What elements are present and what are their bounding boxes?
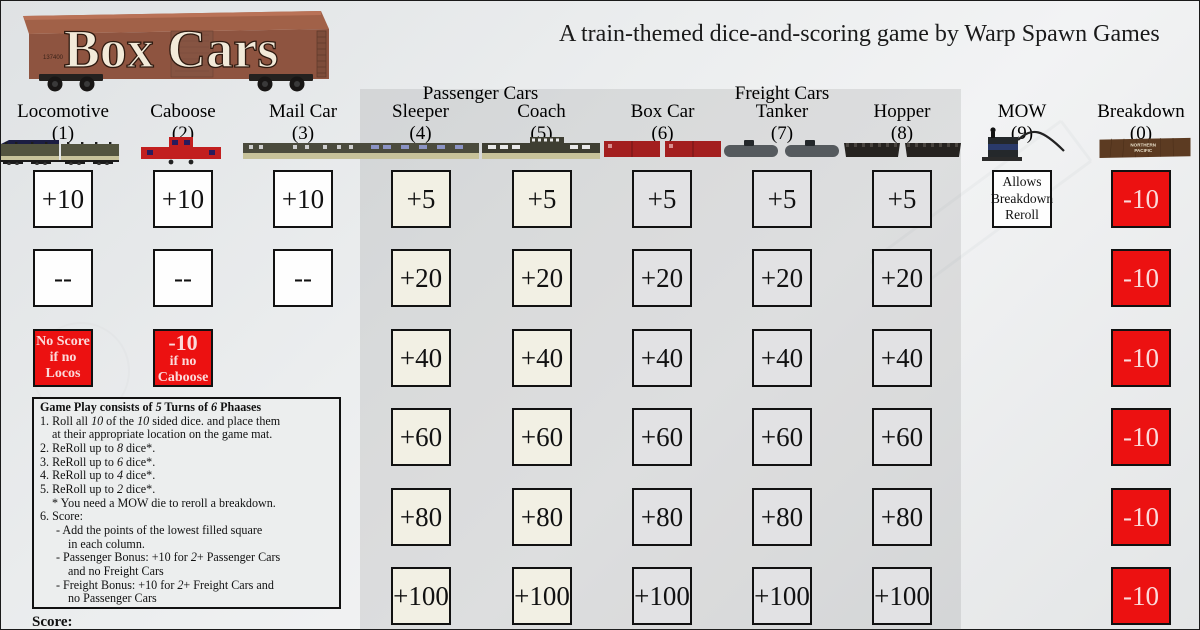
svg-text:137400: 137400 [43,55,64,61]
svg-text:Box Cars: Box Cars [64,19,279,79]
svg-text:PACIFIC: PACIFIC [1134,148,1153,153]
svg-text:NORTHERN: NORTHERN [1130,143,1156,148]
